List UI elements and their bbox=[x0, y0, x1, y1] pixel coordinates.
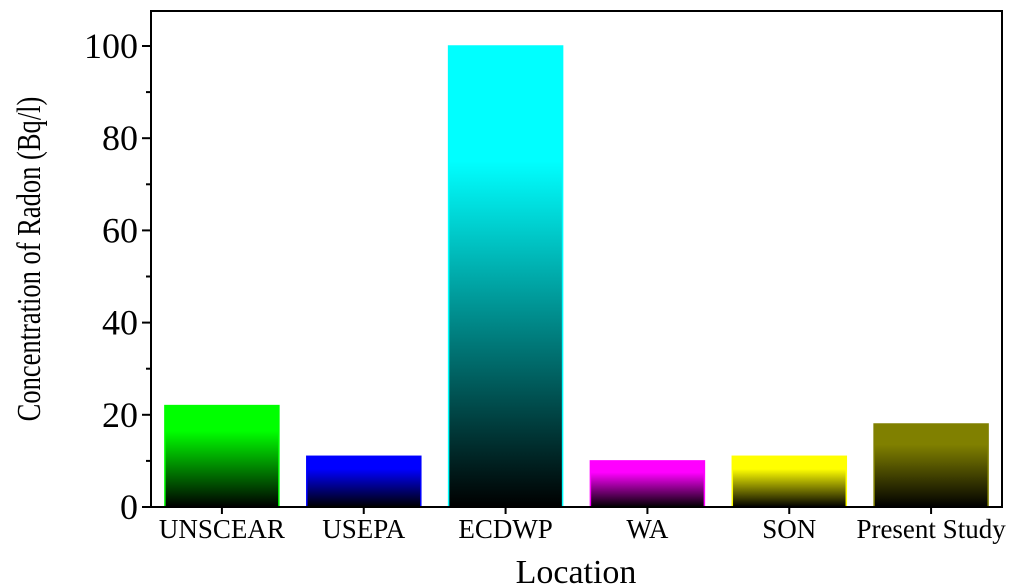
bar-present-study bbox=[873, 423, 989, 508]
bar-wa bbox=[589, 460, 706, 508]
labels-layer: UNSCEAR USEPA ECDWP WA SON Present Study 0 20 40… bbox=[84, 26, 1006, 544]
x-axis-title: Location bbox=[516, 554, 637, 588]
y-tick-label: 20 bbox=[102, 395, 138, 435]
y-axis-title: Concentration of Radon (Bq/l) bbox=[10, 97, 48, 422]
x-tick-label: ECDWP bbox=[458, 514, 553, 544]
y-tick-label: 100 bbox=[84, 26, 138, 66]
bars-layer bbox=[164, 45, 989, 508]
x-tick-label: WA bbox=[626, 514, 668, 544]
bar-ecdwp bbox=[447, 45, 564, 508]
y-tick-label: 0 bbox=[120, 487, 138, 527]
x-tick-label: UNSCEAR bbox=[159, 514, 285, 544]
bar-usepa bbox=[306, 455, 422, 508]
y-tick-label: 80 bbox=[102, 118, 138, 158]
x-tick-label: USEPA bbox=[322, 514, 406, 544]
ticks-layer bbox=[142, 45, 933, 514]
y-tick-label: 60 bbox=[102, 210, 138, 250]
plot-frame bbox=[150, 10, 1003, 508]
bar-son bbox=[731, 455, 848, 508]
bar-unscear bbox=[164, 404, 280, 508]
x-tick-label: Present Study bbox=[856, 514, 1006, 544]
x-tick-label: SON bbox=[762, 514, 816, 544]
y-tick-label: 40 bbox=[102, 303, 138, 343]
